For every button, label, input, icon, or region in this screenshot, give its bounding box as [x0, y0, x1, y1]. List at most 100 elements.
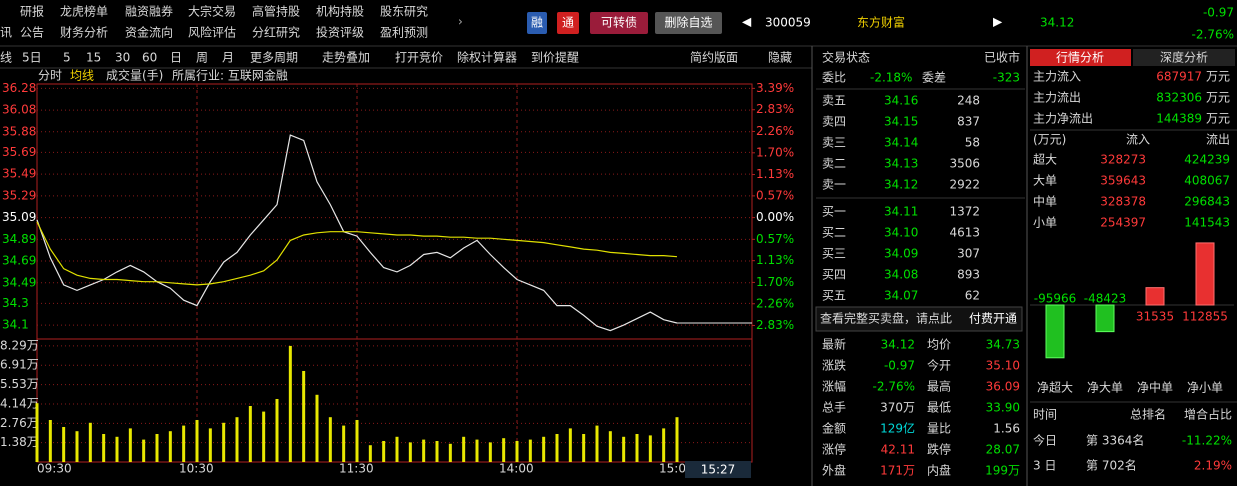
tab-label: 行情分析	[1056, 51, 1104, 65]
notice-link[interactable]: 付费开通	[969, 312, 1017, 326]
flow-label: 主力净流出	[1033, 112, 1093, 126]
volume-bar	[608, 431, 612, 462]
quote-value: 199万	[985, 464, 1020, 478]
book-price: 34.08	[884, 268, 918, 282]
menu-item[interactable]: 风险评估	[188, 25, 236, 40]
volume-bar	[288, 345, 292, 462]
menu-item[interactable]: 讯	[0, 26, 12, 40]
menu-item[interactable]: 高管持股	[252, 4, 300, 19]
menu-item[interactable]: 分红研究	[252, 25, 300, 40]
volume-bar	[528, 439, 532, 462]
flow-value: -48423	[1084, 292, 1127, 306]
x-tick-label: 15:00	[659, 462, 694, 476]
book-volume: 4613	[949, 226, 980, 240]
flow-bar	[1195, 242, 1215, 306]
toolbar-button[interactable]: 走势叠加	[322, 51, 370, 65]
badge-label: 删除自选	[664, 15, 712, 30]
flow-value: -95966	[1034, 292, 1077, 306]
book-price: 34.09	[884, 247, 918, 261]
y-tick-label: 35.09	[2, 210, 36, 224]
menu-item[interactable]: 公告	[20, 26, 44, 40]
y-tick-label: 34.89	[2, 232, 36, 246]
notice-box[interactable]	[815, 306, 1023, 332]
chart-tab: 所属行业: 互联网金融	[172, 68, 288, 83]
badge[interactable]	[527, 12, 547, 34]
book-price: 34.16	[884, 94, 918, 108]
y2-tick-label: 2.26%	[756, 124, 794, 138]
y-tick-label: 34.69	[2, 254, 36, 268]
chart-tab[interactable]: 均线	[70, 69, 94, 83]
toolbar-button[interactable]: 简约版面	[690, 50, 738, 65]
toolbar-button[interactable]: 打开竞价	[395, 51, 443, 65]
badge-label: 可转债	[601, 15, 637, 30]
flow-bar	[1145, 287, 1165, 306]
ratio: -2.18%	[870, 71, 912, 85]
y-tick-label: 4.14万	[0, 397, 39, 411]
y2-tick-label: 1.13%	[756, 253, 794, 267]
volume-bar	[75, 431, 79, 462]
more-arrow[interactable]: ›	[458, 15, 463, 29]
outflow: 141543	[1184, 216, 1230, 230]
toolbar-button[interactable]: 5日	[22, 51, 42, 65]
rank-period: 今日	[1033, 433, 1057, 448]
toolbar-button[interactable]: 60	[142, 51, 157, 65]
tab[interactable]	[1030, 49, 1131, 66]
flow-amount: 687917	[1156, 70, 1202, 84]
toolbar-button[interactable]: 5	[63, 51, 71, 65]
book-volume: 837	[957, 115, 980, 129]
toolbar-button[interactable]: 15	[86, 51, 101, 65]
rank-header: 增合占比	[1184, 407, 1232, 422]
menu-item[interactable]: 财务分析	[60, 25, 108, 40]
toolbar-button[interactable]: 日	[170, 51, 182, 65]
menu-item[interactable]: 盈利预测	[380, 26, 428, 40]
volume-bar	[168, 431, 172, 462]
book-volume: 307	[957, 247, 980, 261]
badge[interactable]	[655, 12, 722, 34]
quote-label: 最高	[927, 379, 951, 394]
notice: 查看完整买卖盘，请点此	[820, 311, 952, 326]
book-volume: 58	[965, 136, 980, 150]
tab[interactable]	[1133, 49, 1235, 66]
menu-item[interactable]: 融资融券	[125, 4, 173, 19]
volume-bar	[568, 428, 572, 462]
toolbar-button[interactable]: 除权计算器	[457, 50, 517, 65]
volume-bar	[662, 428, 666, 462]
chart-tab[interactable]: 成交量(手)	[106, 68, 163, 83]
toolbar-button[interactable]: 30	[115, 51, 130, 65]
toolbar-button[interactable]: 隐藏	[768, 51, 792, 65]
y2-tick-label: 0.57%	[756, 188, 794, 202]
table-label: 小单	[1033, 216, 1057, 230]
volume-bar	[315, 394, 319, 462]
next-arrow[interactable]: ▶	[993, 15, 1003, 29]
badge[interactable]	[557, 12, 579, 34]
book-level: 买二	[822, 226, 846, 240]
menu-item[interactable]: 股东研究	[380, 4, 428, 19]
toolbar-button[interactable]: 线	[0, 51, 12, 65]
y-tick-label: 34.3	[2, 296, 29, 310]
rank-share: -11.22%	[1182, 434, 1232, 448]
toolbar-button[interactable]: 到价提醒	[531, 50, 579, 65]
badge[interactable]	[590, 12, 648, 34]
table-header: 流入	[1126, 133, 1150, 147]
menu-item[interactable]: 资金流向	[125, 25, 173, 40]
volume-bar	[542, 436, 546, 462]
book-level: 卖二	[822, 157, 846, 171]
flow-value: 31535	[1136, 310, 1174, 324]
toolbar-button[interactable]: 更多周期	[250, 51, 298, 65]
volume-bar	[342, 425, 346, 462]
menu-item[interactable]: 研报	[20, 4, 44, 19]
flow-category: 净小单	[1187, 381, 1223, 395]
volume-bar	[355, 419, 359, 462]
menu-item[interactable]: 投资评级	[316, 25, 364, 40]
inflow: 328273	[1100, 153, 1146, 167]
inflow: 328378	[1100, 195, 1146, 209]
chart-tab[interactable]: 分时	[38, 69, 62, 83]
prev-arrow[interactable]: ◀	[742, 15, 752, 29]
price-line	[36, 221, 678, 286]
toolbar-button[interactable]: 周	[196, 51, 208, 65]
menu-item[interactable]: 机构持股	[316, 4, 364, 19]
toolbar-button[interactable]: 月	[222, 51, 234, 65]
menu-item[interactable]: 大宗交易	[188, 4, 236, 19]
menu-item[interactable]: 龙虎榜单	[60, 4, 108, 19]
